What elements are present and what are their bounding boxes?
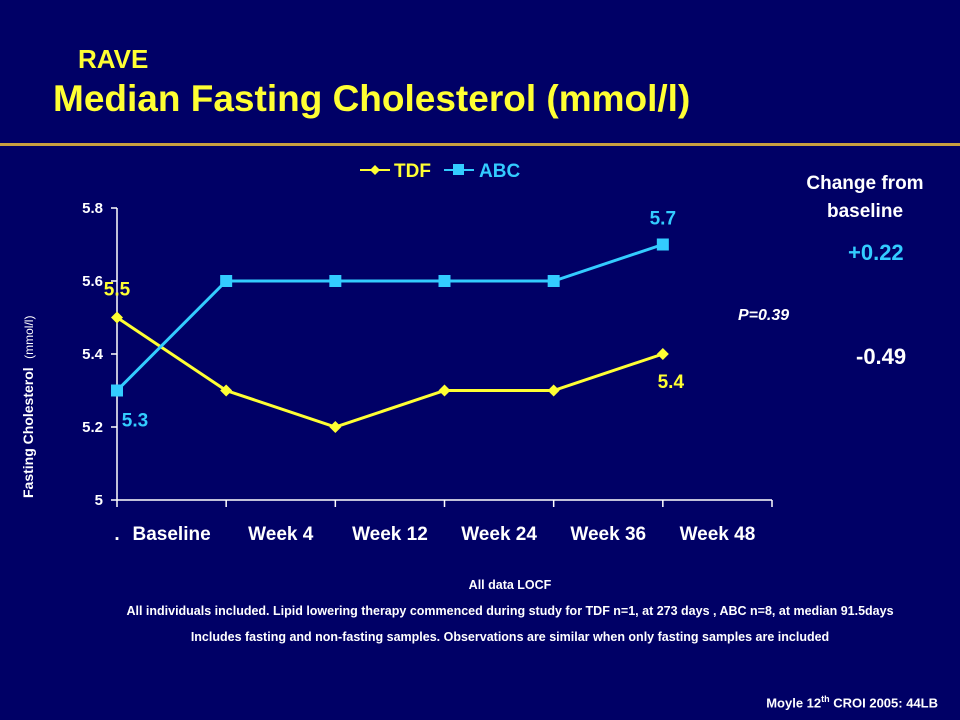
y-tick-label: 5: [95, 492, 103, 509]
legend-tdf-label: TDF: [394, 161, 431, 182]
tdf-data-point: [220, 384, 233, 397]
abc-data-point: [438, 275, 451, 287]
x-tick-label: Week 48: [680, 524, 756, 545]
chart-legend: TDF ABC: [360, 161, 520, 182]
tdf-series-line: [116, 316, 664, 429]
tdf-data-point: [438, 384, 451, 397]
footnote-individuals: All individuals included. Lipid lowering…: [126, 604, 894, 618]
abc-data-label: 5.7: [650, 209, 676, 230]
citation-suffix: CROI 2005: 44LB: [829, 695, 938, 711]
tdf-change-value: -0.49: [856, 344, 907, 369]
tdf-data-point: [111, 311, 123, 324]
footnotes: All data LOCF All individuals included. …: [90, 578, 930, 656]
tdf-data-point: [547, 384, 560, 397]
footnote-locf: All data LOCF: [468, 578, 552, 592]
title-line1: RAVE: [78, 44, 149, 74]
p-value-annotation: P=0.39: [738, 307, 789, 324]
y-axis-title: Fasting Cholesterol (mmol/l): [20, 316, 37, 498]
y-tick-label: 5.2: [82, 419, 103, 436]
x-tick-label: Week 36: [570, 524, 646, 545]
x-tick-label: .: [114, 524, 119, 545]
y-axis-title-unit: (mmol/l): [22, 316, 36, 359]
page-title: Median Fasting Cholesterol (mmol/l): [53, 78, 691, 119]
x-tick-label: Baseline: [133, 524, 211, 545]
title-divider: [0, 143, 960, 146]
abc-data-point: [656, 238, 669, 251]
cholesterol-line-chart: TDF ABC Fasting Cholesterol (mmol/l) P=0…: [20, 161, 789, 545]
tdf-data-label: 5.4: [658, 372, 685, 393]
tdf-data-point: [329, 421, 342, 433]
tdf-data-label: 5.5: [104, 280, 131, 301]
plot-area: 5 5.2 5.4 5.6 5.8. Baseline Week 4 Week 12 Week …: [82, 200, 773, 545]
y-tick-label: 5.4: [82, 346, 104, 363]
footnote-samples: Includes fasting and non-fasting samples…: [190, 630, 830, 644]
y-axis-title-main: Fasting Cholesterol: [20, 367, 36, 498]
abc-data-label: 5.3: [122, 411, 148, 432]
citation-sup: th: [821, 694, 830, 704]
abc-data-point: [329, 275, 342, 287]
x-tick-label: Week 4: [248, 524, 314, 545]
legend-abc-marker: [453, 164, 464, 175]
abc-change-value: +0.22: [848, 240, 904, 265]
abc-data-point: [547, 275, 560, 287]
abc-series-line: [115, 243, 664, 392]
y-tick-label: 5.8: [82, 200, 103, 217]
abc-data-point: [220, 275, 233, 287]
citation: Moyle 12th CROI 2005: 44LB: [766, 694, 938, 710]
legend-abc-label: ABC: [479, 161, 520, 182]
y-tick-label: 5.6: [82, 273, 103, 290]
x-tick-label: Week 12: [352, 524, 428, 545]
change-from-baseline-header: Change from baseline: [806, 173, 924, 222]
legend-tdf-marker: [370, 165, 380, 175]
citation-prefix: Moyle 12: [766, 695, 822, 711]
x-tick-label: Week 24: [461, 524, 537, 545]
abc-data-point: [111, 384, 123, 397]
tdf-data-point: [656, 348, 669, 360]
